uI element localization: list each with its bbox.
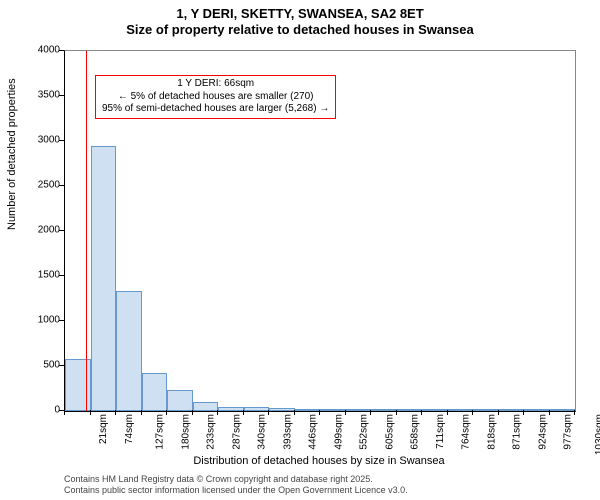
chart-title-line2: Size of property relative to detached ho… xyxy=(0,22,600,38)
x-tick-label: 180sqm xyxy=(180,414,191,450)
histogram-bar xyxy=(269,408,295,411)
histogram-bar xyxy=(167,390,193,411)
x-tick-label: 393sqm xyxy=(282,414,293,450)
x-tick-mark xyxy=(64,410,65,415)
y-tick-label: 500 xyxy=(20,360,60,371)
x-tick-label: 818sqm xyxy=(486,414,497,450)
histogram-bar xyxy=(448,409,474,411)
x-tick-label: 658sqm xyxy=(410,414,421,450)
x-tick-label: 287sqm xyxy=(231,414,242,450)
histogram-bar xyxy=(422,409,448,411)
x-tick-label: 127sqm xyxy=(155,414,166,450)
x-tick-label: 446sqm xyxy=(308,414,319,450)
y-tick-mark xyxy=(59,365,64,366)
x-tick-label: 764sqm xyxy=(461,414,472,450)
x-tick-mark xyxy=(549,410,550,415)
annotation-line-1: 1 Y DERI: 66sqm xyxy=(102,78,329,91)
x-tick-mark xyxy=(523,410,524,415)
x-tick-label: 233sqm xyxy=(206,414,217,450)
histogram-bar xyxy=(524,409,550,411)
histogram-bar xyxy=(320,409,346,411)
histogram-bar xyxy=(116,291,142,411)
y-tick-mark xyxy=(59,275,64,276)
x-tick-mark xyxy=(217,410,218,415)
histogram-bar xyxy=(473,409,499,411)
x-tick-mark xyxy=(472,410,473,415)
histogram-bar xyxy=(397,409,423,411)
y-tick-label: 1500 xyxy=(20,270,60,281)
x-axis-label: Distribution of detached houses by size … xyxy=(64,455,574,467)
y-tick-mark xyxy=(59,50,64,51)
annotation-line-3: 95% of semi-detached houses are larger (… xyxy=(102,103,329,116)
y-tick-mark xyxy=(59,230,64,231)
x-tick-mark xyxy=(192,410,193,415)
x-tick-mark xyxy=(268,410,269,415)
y-tick-mark xyxy=(59,320,64,321)
x-tick-label: 552sqm xyxy=(359,414,370,450)
x-tick-mark xyxy=(115,410,116,415)
histogram-bar xyxy=(193,402,219,411)
x-tick-label: 605sqm xyxy=(384,414,395,450)
x-tick-label: 74sqm xyxy=(124,414,135,444)
x-tick-mark xyxy=(319,410,320,415)
x-tick-mark xyxy=(447,410,448,415)
x-tick-label: 871sqm xyxy=(512,414,523,450)
footer-attribution: Contains HM Land Registry data © Crown c… xyxy=(64,474,408,496)
x-tick-mark xyxy=(574,410,575,415)
x-tick-mark xyxy=(498,410,499,415)
y-tick-label: 1000 xyxy=(20,315,60,326)
y-tick-label: 0 xyxy=(20,405,60,416)
histogram-bar xyxy=(142,373,168,411)
histogram-bar xyxy=(218,407,244,412)
y-tick-label: 2000 xyxy=(20,225,60,236)
histogram-bar xyxy=(499,409,525,411)
x-tick-label: 711sqm xyxy=(434,414,445,449)
footer-line-1: Contains HM Land Registry data © Crown c… xyxy=(64,474,408,485)
x-tick-mark xyxy=(396,410,397,415)
histogram-bar xyxy=(244,407,270,411)
x-tick-label: 924sqm xyxy=(537,414,548,450)
y-tick-label: 4000 xyxy=(20,45,60,56)
x-tick-mark xyxy=(294,410,295,415)
footer-line-2: Contains public sector information licen… xyxy=(64,485,408,496)
annotation-box: 1 Y DERI: 66sqm ← 5% of detached houses … xyxy=(95,75,336,119)
chart-title-line1: 1, Y DERI, SKETTY, SWANSEA, SA2 8ET xyxy=(0,0,600,22)
histogram-bar xyxy=(346,409,372,411)
x-tick-mark xyxy=(421,410,422,415)
x-tick-mark xyxy=(166,410,167,415)
x-tick-label: 1030sqm xyxy=(594,414,600,455)
x-tick-mark xyxy=(243,410,244,415)
x-tick-mark xyxy=(370,410,371,415)
y-tick-label: 3000 xyxy=(20,135,60,146)
histogram-bar xyxy=(295,409,321,411)
x-tick-label: 977sqm xyxy=(563,414,574,450)
plot-area: 1 Y DERI: 66sqm ← 5% of detached houses … xyxy=(64,50,576,412)
y-tick-label: 3500 xyxy=(20,90,60,101)
x-tick-mark xyxy=(90,410,91,415)
x-tick-mark xyxy=(345,410,346,415)
x-tick-label: 499sqm xyxy=(333,414,344,450)
reference-line xyxy=(86,51,87,411)
chart-container: 1, Y DERI, SKETTY, SWANSEA, SA2 8ET Size… xyxy=(0,0,600,500)
histogram-bar xyxy=(91,146,117,411)
x-tick-label: 340sqm xyxy=(257,414,268,450)
y-tick-mark xyxy=(59,95,64,96)
x-tick-label: 21sqm xyxy=(98,414,109,444)
x-tick-mark xyxy=(141,410,142,415)
histogram-bar xyxy=(550,409,576,411)
annotation-line-2: ← 5% of detached houses are smaller (270… xyxy=(102,91,329,104)
y-tick-mark xyxy=(59,185,64,186)
y-tick-label: 2500 xyxy=(20,180,60,191)
y-tick-mark xyxy=(59,140,64,141)
y-axis-label: Number of detached properties xyxy=(6,78,18,230)
histogram-bar xyxy=(371,409,397,411)
